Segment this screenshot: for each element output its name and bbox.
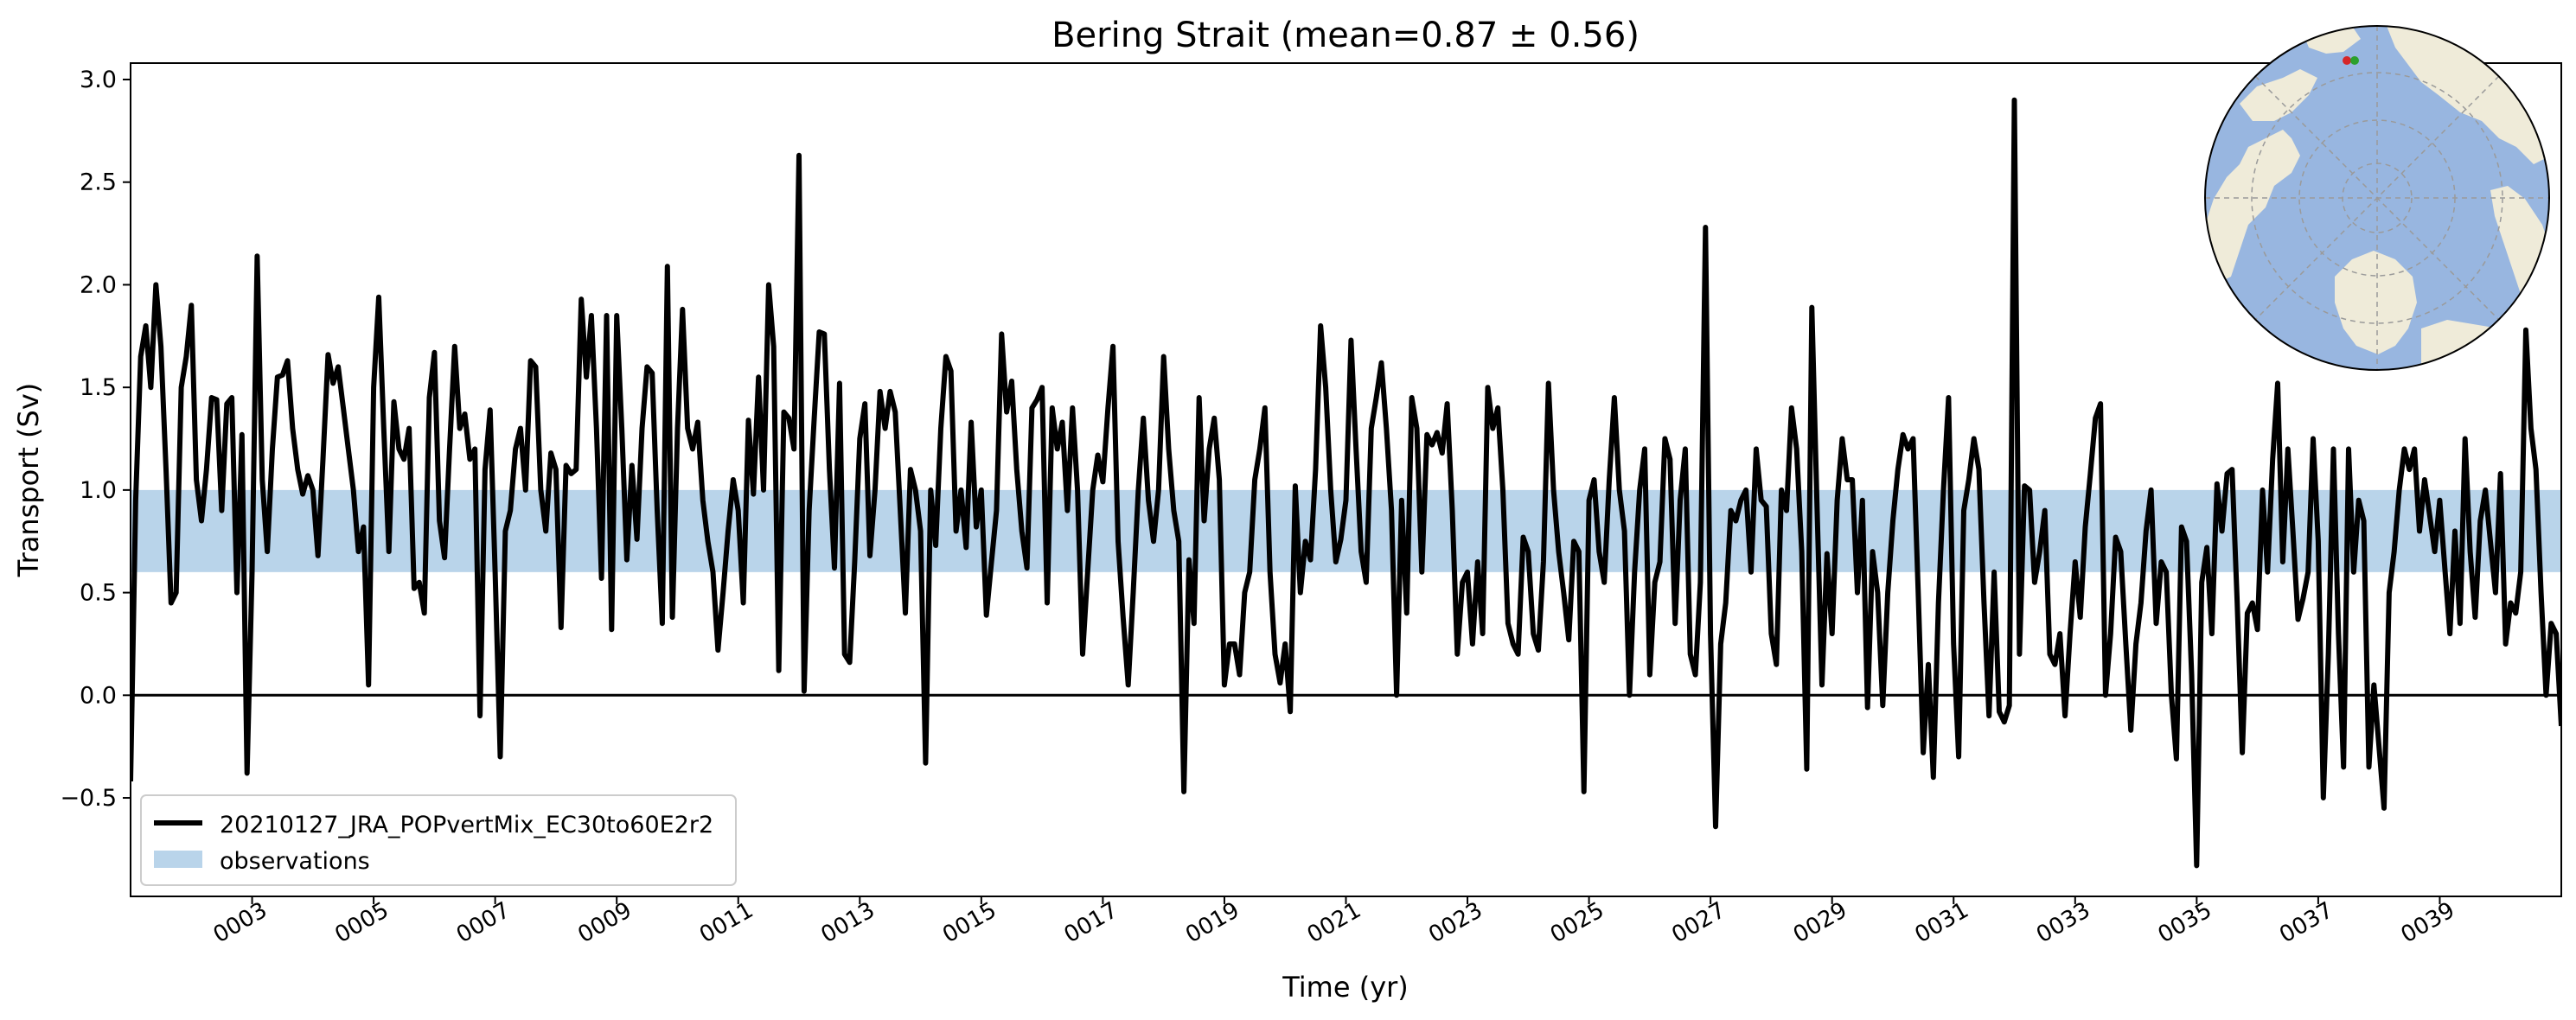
graticule-meridian-diag2 [2254,75,2500,321]
x-tick-label: 0009 [573,897,636,948]
legend-label-observations: observations [220,848,370,875]
y-tick-label: −0.5 [60,785,117,812]
map-marker-green [2350,56,2359,65]
land-greenland [2335,251,2417,354]
x-tick-label: 0025 [1546,897,1608,948]
plot-area [130,62,2562,897]
legend-label-model: 20210127_JRA_POPvertMix_EC30to60E2r2 [220,812,713,838]
map-boundary [2204,25,2550,371]
x-tick-label: 0011 [695,897,757,948]
x-axis-ticks: 0003 0005 0007 0009 0011 0013 0015 0017 0019 0021… [209,896,2459,948]
x-tick-label: 0003 [209,897,272,948]
chart-title: Bering Strait (mean=0.87 ± 0.56) [1051,16,1640,55]
y-tick-label: 1.0 [80,477,117,504]
x-axis-label: Time (yr) [1282,971,1409,1004]
x-tick-label: 0017 [1060,897,1122,948]
x-tick-label: 0039 [2397,897,2459,948]
x-tick-label: 0015 [938,897,1000,948]
land-canadian-archipelago [2240,69,2317,121]
y-tick-label: 2.5 [80,169,117,196]
map-graticule [2205,26,2549,370]
legend-box [140,794,737,886]
y-tick-label: 0.0 [80,682,117,709]
x-tick-label: 0029 [1789,897,1851,948]
arctic-inset-map [2204,25,2550,371]
x-tick-label: 0005 [330,897,393,948]
legend-patch-swatch [154,851,202,868]
x-tick-label: 0019 [1181,897,1243,948]
y-tick-label: 1.5 [80,374,117,401]
y-tick-label: 2.0 [80,271,117,298]
y-tick-label: 3.0 [80,67,117,93]
x-tick-label: 0023 [1424,897,1486,948]
x-tick-label: 0031 [1910,897,1972,948]
x-tick-label: 0021 [1303,897,1365,948]
legend: 20210127_JRA_POPvertMix_EC30to60E2r2 obs… [140,794,737,886]
series-layer [131,97,2561,869]
x-tick-label: 0027 [1667,897,1729,948]
x-tick-label: 0033 [2032,897,2094,948]
x-tick-label: 0013 [817,897,879,948]
x-tick-label: 0037 [2275,897,2337,948]
x-tick-label: 0035 [2154,897,2216,948]
x-tick-label: 0007 [452,897,515,948]
series-line-model [131,97,2561,869]
y-tick-label: 0.5 [80,580,117,607]
map-marker-red [2343,56,2351,65]
y-axis-ticks: −0.5 0.0 0.5 1.0 1.5 2.0 2.5 3.0 [60,67,131,812]
y-axis-label: Transport (Sv) [12,383,45,578]
